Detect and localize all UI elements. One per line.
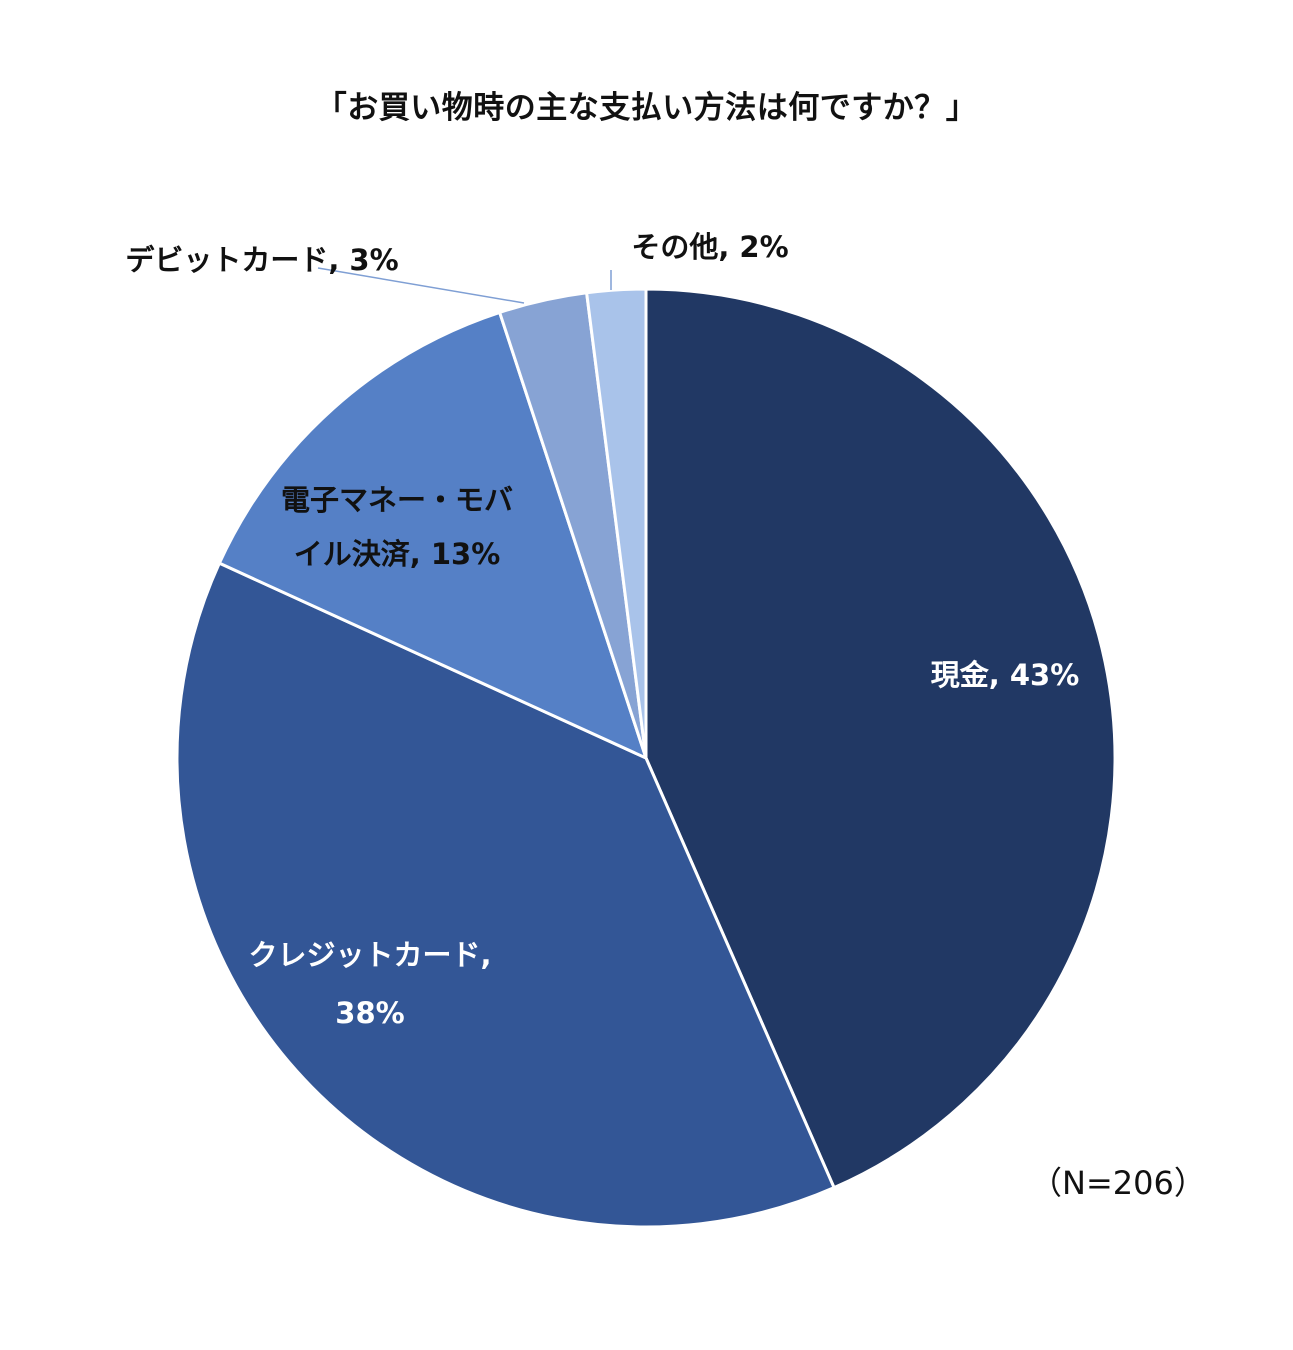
slice-label-3: デビットカード, 3% xyxy=(125,243,398,277)
chart-title: 「お買い物時の主な支払い方法は何ですか？」 xyxy=(315,90,978,126)
pie-slice-4 xyxy=(584,287,648,759)
pie-slice-1 xyxy=(175,561,837,1229)
slice-label-4: その他, 2% xyxy=(631,230,788,264)
slice-label-2: 電子マネー・モバイル決済, 13% xyxy=(281,483,513,571)
pie-slice-2 xyxy=(217,310,649,761)
slice-label-1: クレジットカード, 38% xyxy=(248,938,491,1030)
sample-size-note: （N=206） xyxy=(1030,1164,1206,1202)
slice-label-0: 現金, 43% xyxy=(931,658,1080,692)
leader-line-3 xyxy=(317,267,525,304)
pie-slice-0 xyxy=(644,287,1117,1190)
